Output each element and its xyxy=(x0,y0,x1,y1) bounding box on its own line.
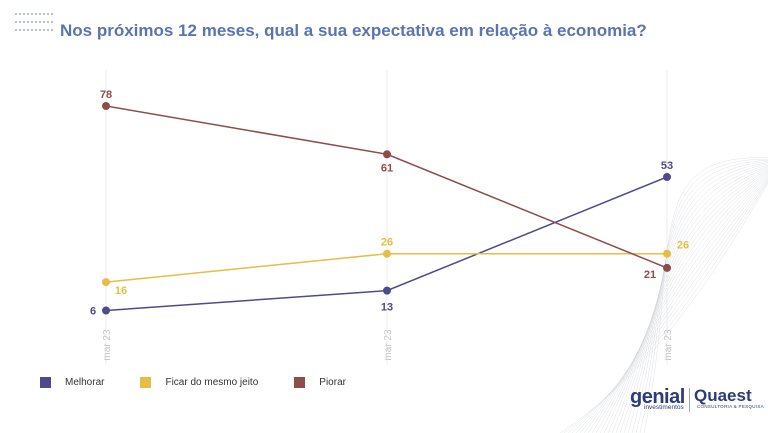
data-label: 78 xyxy=(100,89,112,101)
data-label: 13 xyxy=(381,302,393,314)
wave-line xyxy=(591,173,768,433)
data-label: 26 xyxy=(381,237,393,249)
data-label: 26 xyxy=(677,240,689,252)
quaest-logo-subtitle: CONSULTORIA & PESQUISA xyxy=(697,404,764,409)
legend-swatch xyxy=(140,377,152,388)
quaest-logo: Quaest xyxy=(694,386,752,405)
data-point xyxy=(102,278,110,287)
genial-logo-subtitle: investimentos xyxy=(644,404,684,411)
legend-label: Melhorar xyxy=(65,377,105,388)
genial-logo: genial xyxy=(630,386,685,408)
wave-line xyxy=(635,159,768,433)
wave-line xyxy=(567,180,768,433)
wave-line xyxy=(603,169,768,433)
chart-title: Nos próximos 12 meses, qual a sua expect… xyxy=(60,21,647,40)
legend-item-ficar: Ficar do mesmo jeito xyxy=(140,377,258,388)
data-point xyxy=(663,263,671,272)
legend-label: Ficar do mesmo jeito xyxy=(165,377,259,388)
wave-line xyxy=(571,179,768,433)
data-point xyxy=(102,306,110,315)
data-label: 6 xyxy=(90,306,96,318)
series-points xyxy=(102,102,671,315)
decorative-dots xyxy=(14,10,54,36)
wave-line xyxy=(639,158,768,433)
legend-item-piorar: Piorar xyxy=(294,377,346,388)
legend-item-melhorar: Melhorar xyxy=(40,377,104,388)
wave-line xyxy=(631,161,768,433)
data-point xyxy=(102,102,110,110)
wave-line xyxy=(627,162,768,433)
wave-line xyxy=(583,175,768,433)
x-tick-label: mar 23 xyxy=(102,329,113,361)
logo-divider xyxy=(689,388,690,412)
data-label: 16 xyxy=(115,285,127,297)
data-label: 61 xyxy=(381,162,393,174)
legend: Melhorar Ficar do mesmo jeito Piorar xyxy=(40,377,382,388)
x-tick-label: mar 23 xyxy=(663,329,674,361)
wave-line xyxy=(579,176,768,433)
data-point xyxy=(663,173,671,182)
gridlines xyxy=(105,70,668,365)
data-point xyxy=(383,249,391,258)
legend-swatch xyxy=(294,377,306,388)
data-point xyxy=(383,286,391,295)
legend-label: Piorar xyxy=(319,377,346,388)
decorative-waves xyxy=(559,157,768,433)
data-point xyxy=(663,249,671,258)
wave-line xyxy=(623,163,768,433)
wave-line xyxy=(575,178,768,433)
wave-line xyxy=(563,181,768,433)
data-label: 53 xyxy=(661,160,673,172)
wave-line xyxy=(607,168,768,433)
wave-line xyxy=(619,164,768,433)
data-point xyxy=(383,150,391,159)
data-labels: 6 13 53 16 26 26 78 61 21 xyxy=(90,89,689,318)
wave-line xyxy=(559,182,768,433)
legend-swatch xyxy=(40,377,51,388)
wave-line xyxy=(615,165,768,433)
x-axis-labels: mar 23 mar 23 mar 23 xyxy=(102,329,674,361)
wave-line xyxy=(595,171,768,433)
x-tick-label: mar 23 xyxy=(383,329,394,361)
wave-line xyxy=(599,170,768,433)
wave-line xyxy=(643,157,768,433)
wave-line xyxy=(587,174,768,433)
data-label: 21 xyxy=(644,269,656,281)
